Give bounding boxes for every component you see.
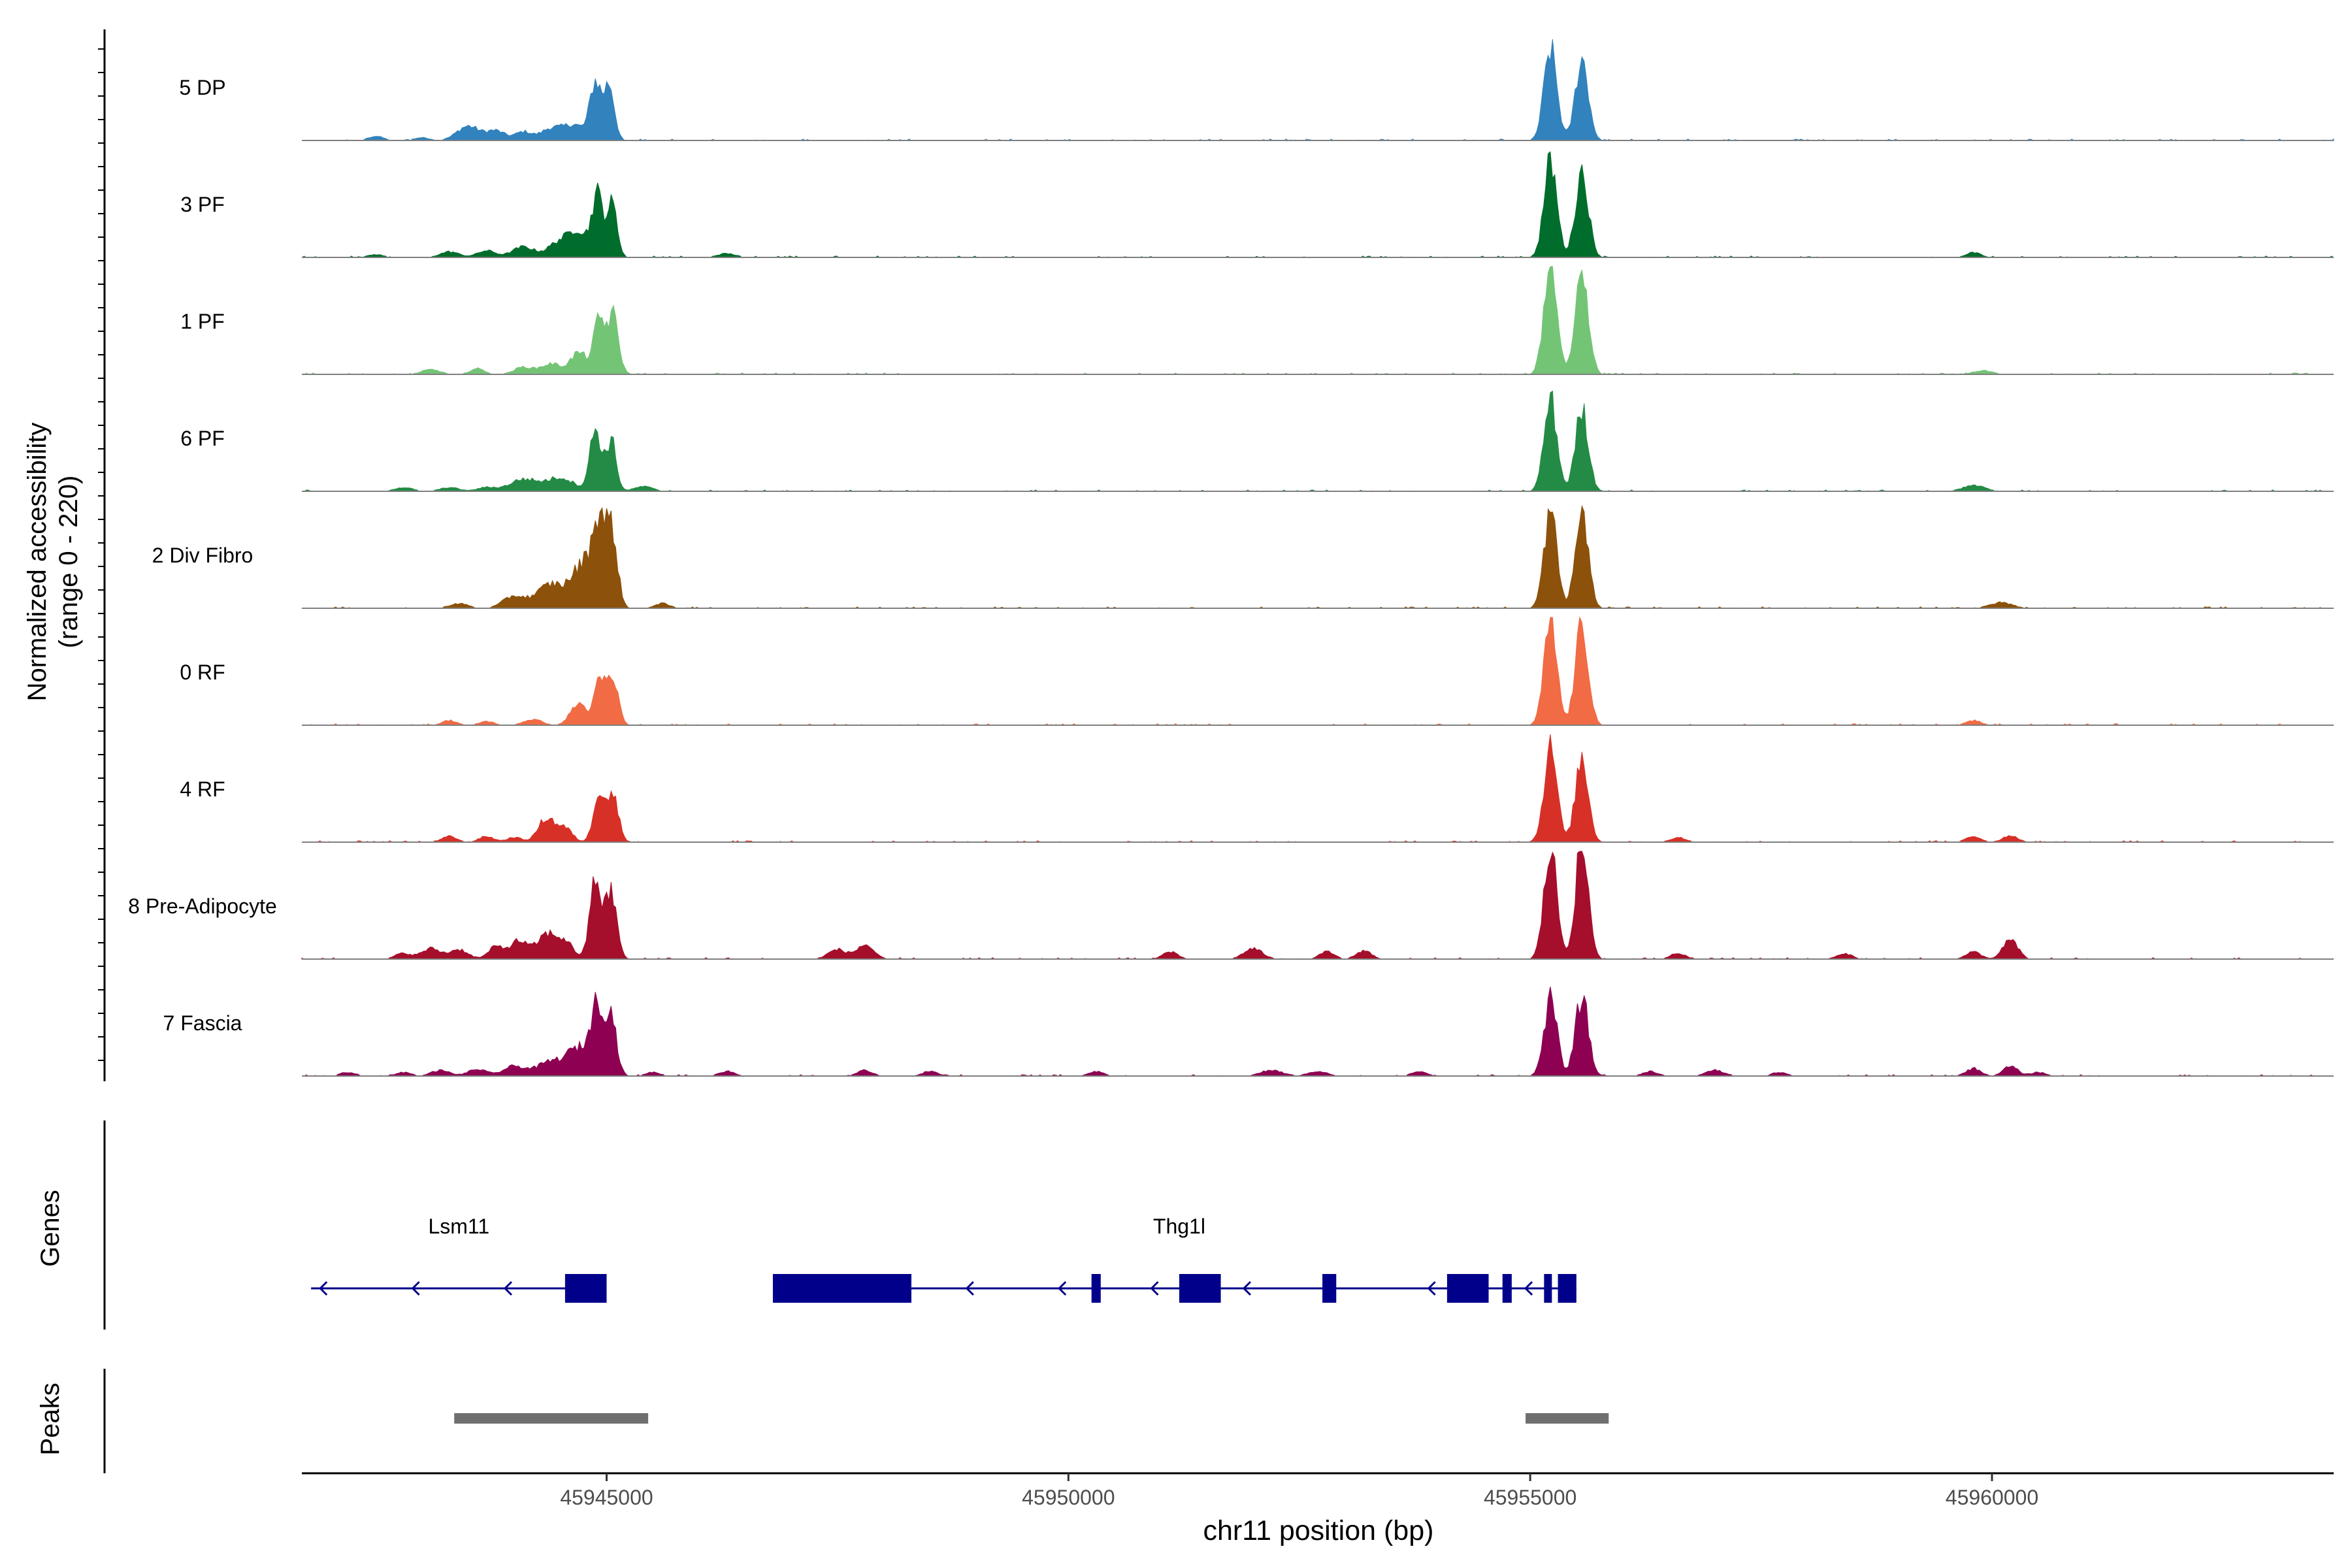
coverage-area	[301, 851, 2334, 960]
coverage-area	[302, 987, 2334, 1077]
coverage-area	[302, 390, 2334, 492]
track-2-div-fibro: 2 Div Fibro	[152, 504, 2334, 609]
coverage-area	[302, 616, 2334, 726]
x-axis-title: chr11 position (bp)	[1203, 1515, 1434, 1546]
x-tick-label: 45945000	[560, 1486, 653, 1509]
x-tick-label: 45950000	[1022, 1486, 1115, 1509]
track-6-pf: 6 PF	[180, 390, 2334, 492]
gene-exon	[772, 1274, 911, 1303]
track-label: 8 Pre-Adipocyte	[128, 894, 277, 918]
y-axis-label-line2: (range 0 - 220)	[54, 476, 83, 649]
gene-lsm11: Lsm11	[311, 1215, 607, 1303]
gene-exon	[1179, 1274, 1221, 1303]
gene-name-label: Thg1l	[1153, 1215, 1205, 1238]
gene-thg1l: Thg1l	[772, 1215, 1576, 1303]
gene-name-label: Lsm11	[428, 1215, 489, 1238]
track-4-rf: 4 RF	[180, 734, 2334, 843]
track-5-dp: 5 DP	[179, 39, 2334, 141]
gene-exon	[1322, 1274, 1337, 1303]
track-label: 1 PF	[180, 310, 225, 333]
x-tick-label: 45955000	[1484, 1486, 1576, 1509]
genes-panel: Lsm11 Thg1l	[103, 1120, 1576, 1330]
x-tick-label: 45960000	[1946, 1486, 2038, 1509]
strand-arrow	[1150, 1281, 1159, 1296]
gene-exon	[1091, 1274, 1101, 1303]
strand-arrow	[1524, 1281, 1533, 1296]
strand-arrow	[503, 1281, 513, 1296]
coverage-area	[302, 734, 2334, 843]
genes-panel-label: Genes	[36, 1190, 65, 1267]
track-0-rf: 0 RF	[180, 616, 2334, 726]
coverage-area	[302, 39, 2334, 141]
track-label: 3 PF	[180, 193, 225, 216]
strand-arrow	[1058, 1281, 1067, 1296]
track-7-fascia: 7 Fascia	[163, 987, 2334, 1077]
track-label: 5 DP	[179, 76, 225, 99]
track-3-pf: 3 PF	[180, 151, 2334, 258]
strand-arrow	[965, 1281, 974, 1296]
peak-region	[454, 1413, 649, 1424]
gene-exon	[564, 1274, 607, 1303]
gene-exon	[1544, 1274, 1552, 1303]
peak-region	[1526, 1413, 1609, 1424]
x-axis: 45945000 45950000 45955000 45960000	[302, 1472, 2334, 1509]
strand-arrow	[1242, 1281, 1251, 1296]
strand-arrow	[411, 1281, 420, 1296]
coverage-tracks: 5 DP 3 PF 1 PF 6 PF 2 Div Fibro 0 RF 4 RF 8 Pre…	[98, 29, 2334, 1081]
track-1-pf: 1 PF	[180, 266, 2334, 375]
track-label: 2 Div Fibro	[152, 544, 253, 567]
strand-arrow	[1427, 1281, 1436, 1296]
gene-exon	[1446, 1274, 1489, 1303]
coverage-area	[302, 266, 2334, 375]
track-label: 0 RF	[180, 661, 225, 684]
track-label: 6 PF	[180, 427, 225, 450]
coverage-area	[301, 151, 2334, 258]
gene-exon	[1502, 1274, 1512, 1303]
peaks-panel	[103, 1369, 1609, 1473]
gene-exon	[1558, 1274, 1576, 1303]
strand-arrow	[319, 1281, 328, 1296]
peaks-panel-label: Peaks	[36, 1382, 65, 1455]
y-axis-label-line1: Normalized accessibility	[23, 423, 52, 702]
track-label: 7 Fascia	[163, 1011, 242, 1035]
track-8-pre-adipocyte: 8 Pre-Adipocyte	[128, 851, 2334, 960]
track-label: 4 RF	[180, 777, 225, 801]
coverage-area	[302, 504, 2334, 609]
